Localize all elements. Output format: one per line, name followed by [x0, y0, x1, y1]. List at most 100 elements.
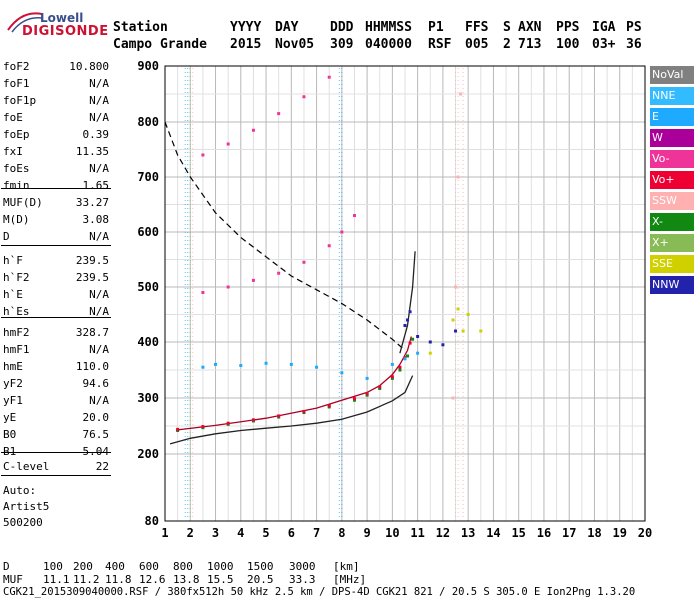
param-name: hmE [3, 360, 23, 373]
data-point-x [406, 354, 410, 358]
x-tick-label: 6 [288, 526, 295, 540]
footer-muf-value: 13.8 [173, 573, 200, 586]
header-value-9: 100 [556, 37, 580, 52]
data-point-e [390, 362, 394, 366]
data-point-vo [365, 392, 369, 396]
param-name: B0 [3, 428, 17, 441]
footer-info: CGK21_2015309040000.RSF / 380fx512h 50 k… [3, 586, 636, 598]
data-point-ssw [454, 285, 458, 289]
data-point-vo [277, 271, 281, 275]
y-tick-label: 800 [137, 115, 159, 129]
legend-item-ssw: SSW [650, 192, 694, 210]
header-value-4: 040000 [365, 37, 412, 52]
data-point-e [365, 376, 369, 380]
header-label-6: FFS [465, 20, 489, 35]
header-label-5: P1 [428, 20, 444, 35]
param-row-hf2: h`F2 239.5 [3, 271, 109, 285]
footer-muf-value: 15.5 [207, 573, 234, 586]
param-row-foep: foEp 0.39 [3, 128, 109, 142]
data-point-vo [226, 285, 230, 289]
footer-muf-row: MUF 11.1 11.2 11.8 12.6 13.8 15.5 20.5 33.3 [MHz] [3, 573, 693, 586]
param-value: N/A [89, 111, 109, 124]
param-row-fof2: foF2 10.800 [3, 60, 109, 74]
data-point-sse [428, 351, 432, 355]
param-value: N/A [89, 162, 109, 175]
param-row-hes: h`Es N/A [3, 305, 109, 319]
header-value-1: 2015 [230, 37, 262, 52]
legend-item-noval: NoVal [650, 66, 694, 84]
param-row-fof1p: foF1p N/A [3, 94, 109, 108]
param-name: h`F [3, 254, 23, 267]
param-row-d: D N/A [3, 230, 109, 244]
param-name: foEs [3, 162, 30, 175]
footer-muf-value: 12.6 [139, 573, 166, 586]
param-row-hmf2: hmF2 328.7 [3, 326, 109, 340]
header-label-1: YYYY [230, 20, 262, 35]
logo-digisonde: DIGISONDE [22, 24, 109, 39]
param-row-hmf1: hmF1 N/A [3, 343, 109, 357]
header-value-3: 309 [330, 37, 354, 52]
data-point-ssw [451, 396, 455, 400]
param-value: 239.5 [75, 271, 109, 284]
data-point-vo [277, 112, 281, 116]
x-tick-label: 9 [363, 526, 370, 540]
data-point-vo [201, 291, 205, 294]
profile-curve [169, 375, 414, 445]
param-row-hme: hmE 110.0 [3, 360, 109, 374]
legend-item-x: X+ [650, 234, 694, 252]
data-point-vo [176, 427, 180, 431]
footer-d-value: 1000 [207, 560, 234, 573]
data-point-nnw [408, 310, 412, 314]
data-point-nnw [441, 343, 445, 347]
param-name: fxI [3, 145, 23, 158]
header-label-9: PPS [556, 20, 580, 35]
footer-muf-value: 11.1 [43, 573, 70, 586]
param-name: B1 [3, 445, 17, 458]
header-label-11: PS [626, 20, 642, 35]
param-separator [1, 317, 111, 318]
artist-label: Artist5 [3, 500, 50, 513]
legend-item-x: X- [650, 213, 694, 231]
x-tick-label: 14 [486, 526, 500, 540]
data-point-x [398, 368, 402, 372]
param-value: 20.0 [82, 411, 110, 424]
data-point-vo [277, 414, 281, 418]
param-name: M(D) [3, 213, 30, 226]
data-point-x [411, 337, 415, 341]
param-name: foF2 [3, 60, 30, 73]
x-tick-label: 17 [562, 526, 576, 540]
muf-dashed-curve [164, 121, 406, 351]
x-tick-label: 1 [161, 526, 168, 540]
param-value: 94.6 [82, 377, 110, 390]
y-tick-label: 700 [137, 170, 159, 184]
x-tick-label: 13 [461, 526, 475, 540]
legend-item-e: E [650, 108, 694, 126]
param-name: yF1 [3, 394, 23, 407]
param-value: 0.39 [82, 128, 110, 141]
legend-item-nne: NNE [650, 87, 694, 105]
x-tick-label: 19 [613, 526, 627, 540]
data-point-x [390, 376, 394, 380]
legend-item-vo: Vo+ [650, 171, 694, 189]
x-tick-label: 15 [511, 526, 525, 540]
data-point-e [239, 364, 243, 368]
y-tick-label: 200 [137, 447, 159, 461]
data-point-e [201, 365, 205, 369]
header-label-8: AXN [518, 20, 542, 35]
data-point-nnw [454, 329, 458, 333]
data-point-e [416, 351, 420, 355]
x-tick-label: 2 [187, 526, 194, 540]
header-label-10: IGA [592, 20, 616, 35]
param-name: h`E [3, 288, 23, 301]
param-value: N/A [89, 305, 109, 318]
data-point-vo [327, 244, 331, 248]
param-row-fxi: fxI 11.35 [3, 145, 109, 159]
param-value: 22 [95, 460, 109, 473]
legend-item-sse: SSE [650, 255, 694, 273]
data-point-ssw [456, 175, 460, 179]
param-separator [1, 475, 111, 476]
param-value: 76.5 [82, 428, 110, 441]
data-point-vo [408, 341, 412, 345]
header-value-5: RSF [428, 37, 452, 52]
param-name: foEp [3, 128, 30, 141]
